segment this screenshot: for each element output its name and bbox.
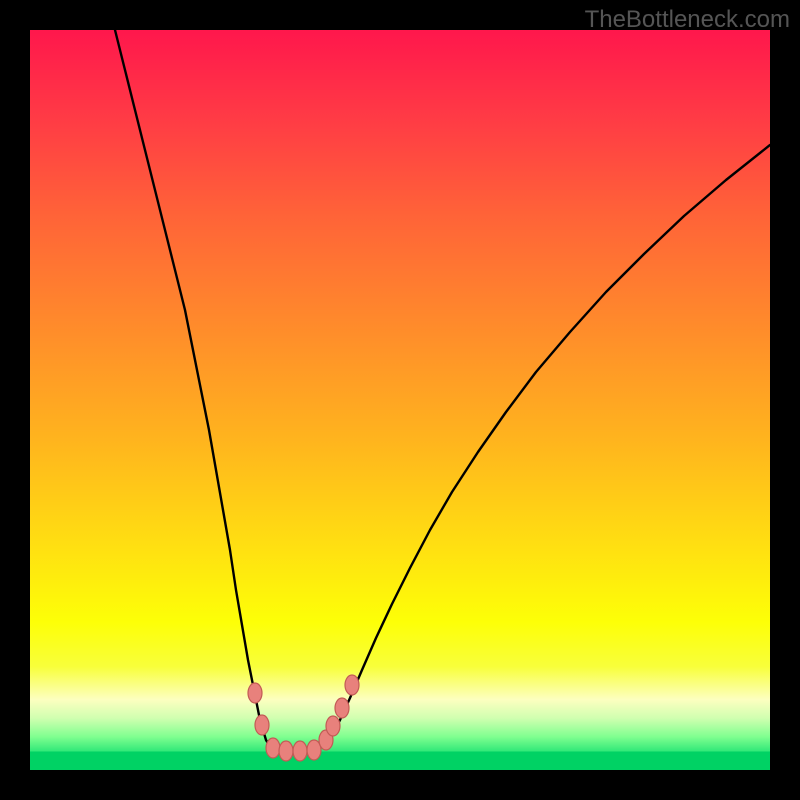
curve-marker — [335, 698, 349, 718]
curve-marker — [266, 738, 280, 758]
chart-svg — [30, 30, 770, 770]
curve-marker — [248, 683, 262, 703]
curve-marker — [279, 741, 293, 761]
curve-marker — [326, 716, 340, 736]
curve-marker — [255, 715, 269, 735]
green-band — [30, 752, 770, 771]
curve-marker — [345, 675, 359, 695]
outer-frame: TheBottleneck.com — [0, 0, 800, 800]
curve-marker — [293, 741, 307, 761]
gradient-background — [30, 30, 770, 770]
plot-area — [30, 30, 770, 770]
